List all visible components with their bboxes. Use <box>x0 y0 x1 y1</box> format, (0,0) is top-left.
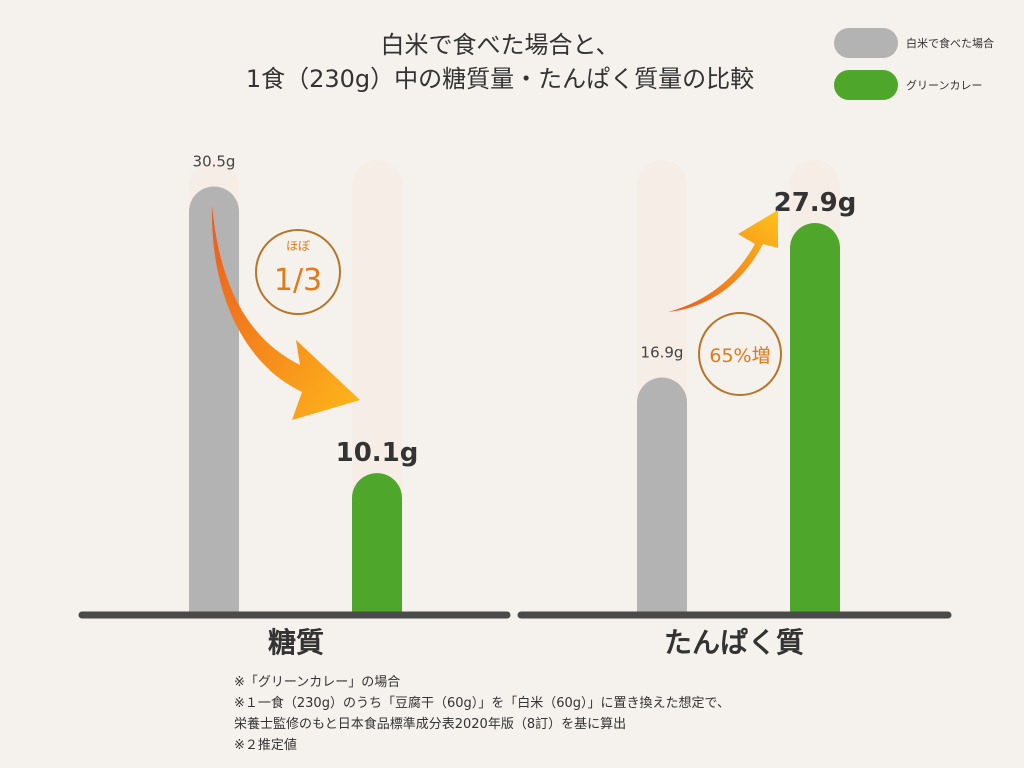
legend-swatch-rice <box>834 28 898 58</box>
value-label-curry-1: 27.9g <box>774 188 857 218</box>
value-label-curry-0: 10.1g <box>336 438 419 468</box>
chart-title-line2: 1食（230g）中の糖質量・たんぱく質量の比較 <box>245 65 755 93</box>
bar-group <box>189 160 840 615</box>
footnotes: ※「グリーンカレー」の場合 ※１一食（230g）のうち「豆腐干（60g）」を「白… <box>234 672 730 756</box>
annotation-carb-top: ほぼ <box>286 239 310 253</box>
legend-swatch-curry <box>834 70 898 100</box>
bar-curry-0 <box>352 473 402 615</box>
category-label-protein: たんぱく質 <box>664 626 804 659</box>
bar-rice-0 <box>189 186 239 615</box>
footnote-1: ※「グリーンカレー」の場合 <box>234 675 401 690</box>
legend-label-rice: 白米で食べた場合 <box>906 37 994 50</box>
footnote-3: 栄養士監修のもと日本食品標準成分表2020年版（8訂）を基に算出 <box>234 717 627 732</box>
category-label-carb: 糖質 <box>268 626 324 659</box>
decrease-arrow-icon <box>211 205 360 420</box>
chart-title-line1: 白米で食べた場合と、 <box>380 31 620 59</box>
annotation-circle-carb <box>255 229 341 315</box>
value-label-rice-1: 16.9g <box>641 344 684 362</box>
footnote-4: ※２推定値 <box>234 738 297 753</box>
bar-rice-1 <box>637 377 687 615</box>
legend-item-curry: グリーンカレー <box>834 70 982 100</box>
chart-title: 白米で食べた場合と、 1食（230g）中の糖質量・たんぱく質量の比較 <box>140 28 860 96</box>
footnote-2: ※１一食（230g）のうち「豆腐干（60g）」を「白米（60g）」に置き換えた想… <box>234 696 731 711</box>
label-group: 30.5g 10.1g 16.9g 27.9g <box>193 152 857 468</box>
value-label-rice-0: 30.5g <box>193 152 236 170</box>
annotation-protein: 65%増 <box>709 345 770 367</box>
increase-arrow-icon <box>668 210 778 312</box>
legend-label-curry: グリーンカレー <box>906 79 983 92</box>
annotation-circle-protein <box>698 312 782 396</box>
bar-curry-1 <box>790 223 840 615</box>
annotation-carb-main: 1/3 <box>274 263 322 298</box>
legend-item-rice: 白米で食べた場合 <box>834 28 994 58</box>
